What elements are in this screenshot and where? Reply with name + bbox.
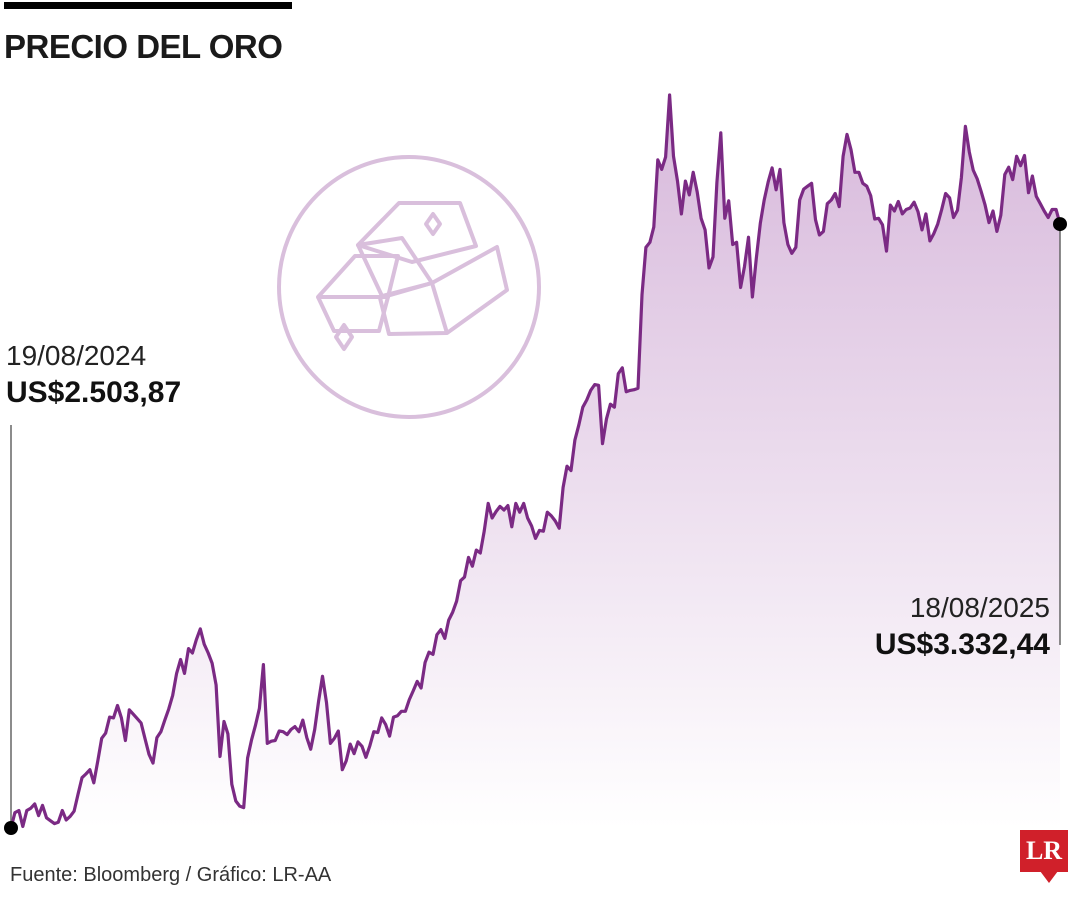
- end-point: [1053, 217, 1067, 232]
- source-note: Fuente: Bloomberg / Gráfico: LR-AA: [10, 864, 332, 886]
- end-date-label: 18/08/2025: [909, 592, 1050, 623]
- start-point: [4, 821, 18, 835]
- chart-title: PRECIO DEL ORO: [4, 28, 283, 65]
- lr-logo-tail: [1040, 871, 1058, 883]
- price-area-fill: [11, 95, 1060, 828]
- lr-logo: LR: [1020, 830, 1068, 872]
- gold-bars-icon: [277, 155, 541, 419]
- end-value-label: US$3.332,44: [874, 628, 1050, 661]
- start-date-label: 19/08/2024: [6, 340, 147, 371]
- price-line: [9, 93, 1062, 829]
- start-value-label: US$2.503,87: [6, 376, 182, 409]
- title-rule: [4, 2, 292, 9]
